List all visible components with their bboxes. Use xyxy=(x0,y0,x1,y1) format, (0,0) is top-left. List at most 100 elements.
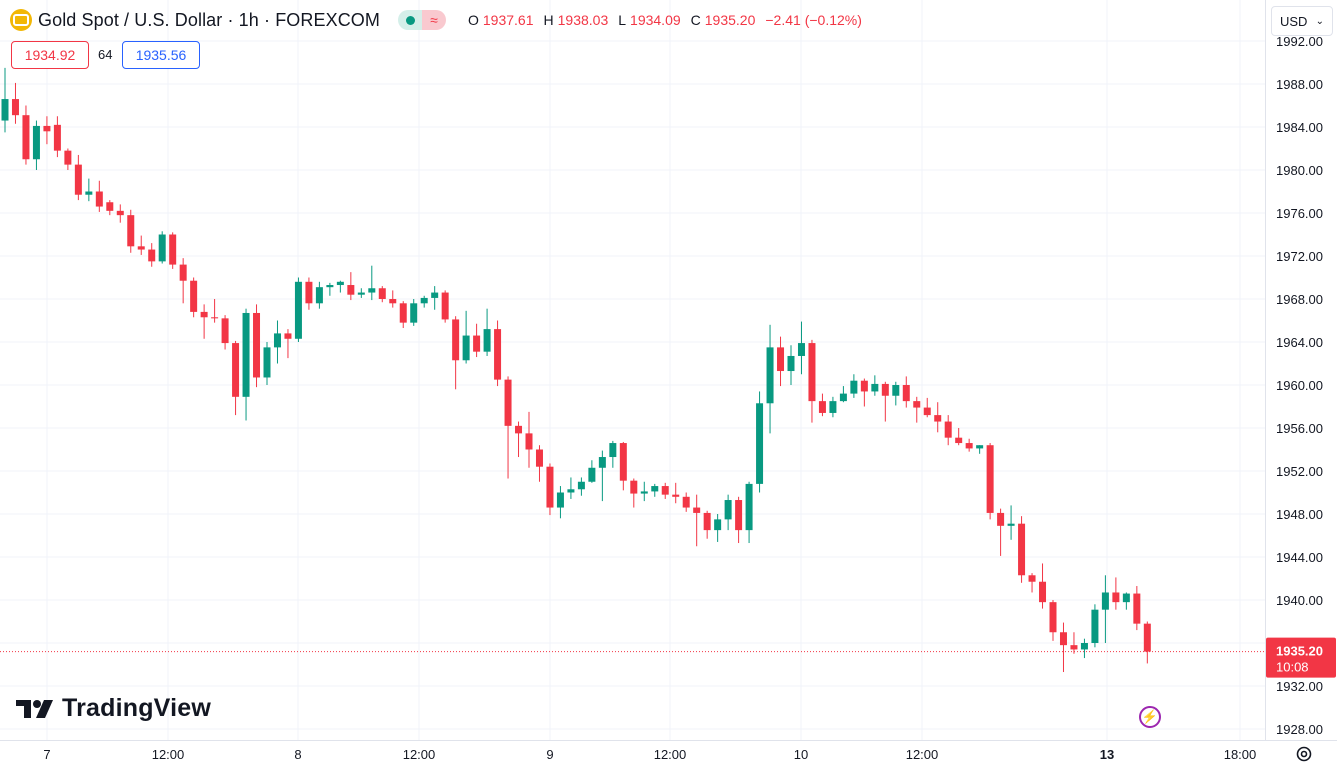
approx-equal-icon: ≈ xyxy=(422,10,446,30)
y-tick-label: 1928.00 xyxy=(1276,722,1323,737)
gear-icon[interactable] xyxy=(1294,744,1314,764)
candle-body xyxy=(441,292,449,320)
candle-body xyxy=(190,280,198,312)
candle-body xyxy=(232,343,240,397)
bullish-candle xyxy=(556,486,564,519)
y-tick-label: 1976.00 xyxy=(1276,206,1323,221)
candle-body xyxy=(1070,645,1078,650)
bullish-candle xyxy=(294,277,302,342)
candle-body xyxy=(221,318,229,344)
candle-body xyxy=(326,285,334,288)
candle-body xyxy=(106,202,114,211)
bearish-candle xyxy=(137,235,145,255)
change-value: −2.41 (−0.12%) xyxy=(765,12,862,28)
ohlc-values: O 1937.61 H 1938.03 L 1934.09 C 1935.20 … xyxy=(468,12,868,28)
y-tick-label: 1972.00 xyxy=(1276,249,1323,264)
candle-body xyxy=(53,124,61,151)
candle-body xyxy=(693,507,701,513)
candle-body xyxy=(431,292,439,298)
bearish-candle xyxy=(735,496,743,544)
candle-body xyxy=(630,480,638,494)
bearish-candle xyxy=(1112,577,1120,610)
bearish-candle xyxy=(127,209,135,253)
bearish-candle xyxy=(95,180,103,212)
candle-body xyxy=(756,403,764,484)
bearish-candle xyxy=(955,428,963,446)
candle-body xyxy=(357,292,365,295)
candle-body xyxy=(892,385,900,396)
lightning-icon[interactable]: ⚡ xyxy=(1139,706,1161,728)
candle-body xyxy=(724,500,732,520)
bullish-candle xyxy=(462,310,470,364)
bullish-candle xyxy=(745,481,753,544)
price-axis[interactable]: 1992.00 1988.00 1984.00 1980.00 1976.00 1972.… xyxy=(1276,34,1323,737)
candle-body xyxy=(850,380,858,394)
candle-body xyxy=(315,287,323,304)
candle-body xyxy=(955,437,963,444)
currency-select[interactable]: USD ⌄ xyxy=(1271,6,1333,36)
candle-body xyxy=(735,500,743,531)
bearish-candle xyxy=(682,492,690,512)
market-status-pill[interactable]: ≈ xyxy=(398,10,446,30)
candle-body xyxy=(378,288,386,299)
buy-price-button[interactable]: 1935.56 xyxy=(122,41,200,69)
bullish-candle xyxy=(315,281,323,309)
x-tick-label: 13 xyxy=(1100,747,1114,762)
candle-body xyxy=(336,281,344,286)
bearish-candle xyxy=(378,286,386,303)
bearish-candle xyxy=(997,508,1005,556)
bullish-candle xyxy=(839,386,847,403)
last-price-countdown: 10:08 xyxy=(1276,660,1309,675)
symbol-title[interactable]: Gold Spot / U.S. Dollar · 1h · FOREXCOM xyxy=(38,9,380,30)
candle-body xyxy=(745,483,753,531)
last-price-box xyxy=(1266,637,1336,678)
bullish-candle xyxy=(640,481,648,502)
y-tick-label: 1940.00 xyxy=(1276,593,1323,608)
bullish-candle xyxy=(567,477,575,499)
bearish-candle xyxy=(1070,632,1078,654)
candle-body xyxy=(1028,575,1036,582)
bearish-candle xyxy=(535,445,543,482)
tradingview-logo[interactable]: TradingView xyxy=(16,694,211,723)
y-tick-label: 1944.00 xyxy=(1276,550,1323,565)
y-tick-label: 1964.00 xyxy=(1276,335,1323,350)
candle-body xyxy=(923,407,931,416)
candle-body xyxy=(127,215,135,247)
bearish-candle xyxy=(515,421,523,458)
bullish-candle xyxy=(336,280,344,293)
candle-body xyxy=(368,288,376,293)
bullish-candle xyxy=(797,321,805,375)
time-axis[interactable]: 7 12:00 8 12:00 9 12:00 10 12:00 13 18:00 xyxy=(43,747,1256,762)
bullish-candle xyxy=(871,375,879,396)
tradingview-logo-text: TradingView xyxy=(62,694,212,722)
candle-body xyxy=(839,393,847,402)
bullish-candle xyxy=(431,286,439,310)
candle-body xyxy=(242,312,250,397)
candle-body xyxy=(860,380,868,392)
candle-body xyxy=(137,246,145,250)
bullish-candle xyxy=(357,288,365,298)
bearish-candle xyxy=(211,299,219,323)
sell-price-button[interactable]: 1934.92 xyxy=(11,41,89,69)
last-price-label: 1935.20 10:08 xyxy=(1266,637,1336,678)
gold-coin-icon xyxy=(10,9,32,31)
bullish-candle xyxy=(1,67,9,133)
bearish-candle xyxy=(1018,516,1026,583)
bearish-candle xyxy=(200,304,208,339)
candle-body xyxy=(535,449,543,467)
candle-body xyxy=(881,383,889,396)
bearish-candle xyxy=(232,340,240,416)
y-tick-label: 1988.00 xyxy=(1276,77,1323,92)
x-tick-label: 18:00 xyxy=(1224,747,1257,762)
y-tick-label: 1960.00 xyxy=(1276,378,1323,393)
candle-body xyxy=(525,433,533,450)
y-tick-label: 1968.00 xyxy=(1276,292,1323,307)
open-key: O xyxy=(468,12,479,28)
candle-body xyxy=(452,319,460,361)
bearish-candle xyxy=(305,277,313,310)
bearish-candle xyxy=(703,510,711,539)
candle-body xyxy=(609,443,617,458)
candle-body xyxy=(1080,643,1088,650)
